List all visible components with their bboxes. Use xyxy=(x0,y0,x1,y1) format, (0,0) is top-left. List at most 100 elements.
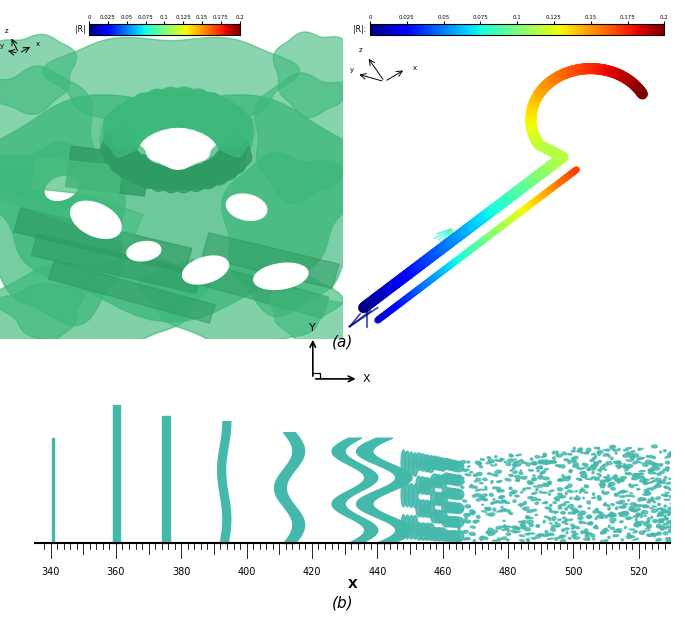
Ellipse shape xyxy=(476,479,481,481)
Ellipse shape xyxy=(610,445,616,448)
Ellipse shape xyxy=(585,534,588,538)
Ellipse shape xyxy=(551,528,556,531)
Ellipse shape xyxy=(549,504,552,507)
Ellipse shape xyxy=(603,464,608,466)
Ellipse shape xyxy=(438,458,447,471)
Ellipse shape xyxy=(552,511,558,512)
Ellipse shape xyxy=(562,504,566,506)
Ellipse shape xyxy=(664,499,670,501)
Ellipse shape xyxy=(580,479,582,480)
Ellipse shape xyxy=(532,478,535,480)
Ellipse shape xyxy=(647,517,650,521)
Ellipse shape xyxy=(442,458,451,469)
Ellipse shape xyxy=(401,450,406,474)
Ellipse shape xyxy=(662,518,668,520)
Ellipse shape xyxy=(564,478,570,480)
Ellipse shape xyxy=(445,502,456,513)
Ellipse shape xyxy=(502,509,506,511)
Ellipse shape xyxy=(552,451,555,454)
Ellipse shape xyxy=(488,533,490,534)
Ellipse shape xyxy=(503,525,506,526)
Ellipse shape xyxy=(471,526,475,528)
Ellipse shape xyxy=(556,452,558,453)
Ellipse shape xyxy=(656,478,661,481)
Ellipse shape xyxy=(486,514,492,515)
Ellipse shape xyxy=(573,447,575,450)
Ellipse shape xyxy=(669,495,674,498)
Ellipse shape xyxy=(617,467,620,468)
Ellipse shape xyxy=(645,499,646,500)
Ellipse shape xyxy=(453,503,464,514)
Ellipse shape xyxy=(527,520,533,524)
Ellipse shape xyxy=(595,525,597,528)
Ellipse shape xyxy=(488,528,493,531)
Ellipse shape xyxy=(597,474,601,475)
Ellipse shape xyxy=(538,477,544,479)
Ellipse shape xyxy=(482,537,488,539)
Ellipse shape xyxy=(571,512,575,514)
Ellipse shape xyxy=(635,509,640,511)
Ellipse shape xyxy=(545,531,548,534)
Polygon shape xyxy=(0,168,143,244)
Ellipse shape xyxy=(591,477,595,479)
Ellipse shape xyxy=(658,520,664,523)
Ellipse shape xyxy=(599,475,601,477)
Ellipse shape xyxy=(619,512,621,514)
Ellipse shape xyxy=(574,537,580,539)
Ellipse shape xyxy=(412,484,418,508)
Ellipse shape xyxy=(620,514,623,515)
Ellipse shape xyxy=(649,534,655,536)
Ellipse shape xyxy=(558,488,562,491)
Ellipse shape xyxy=(633,461,638,464)
Ellipse shape xyxy=(667,482,671,484)
Ellipse shape xyxy=(649,462,654,464)
Ellipse shape xyxy=(610,522,614,523)
Ellipse shape xyxy=(640,476,644,477)
Ellipse shape xyxy=(588,537,590,540)
Ellipse shape xyxy=(475,461,482,465)
Ellipse shape xyxy=(529,524,534,527)
Ellipse shape xyxy=(521,521,526,522)
Ellipse shape xyxy=(668,453,673,457)
Ellipse shape xyxy=(620,477,626,479)
Ellipse shape xyxy=(657,514,660,517)
Ellipse shape xyxy=(603,477,608,479)
Ellipse shape xyxy=(499,495,504,498)
Ellipse shape xyxy=(578,506,582,507)
Ellipse shape xyxy=(595,479,599,480)
Ellipse shape xyxy=(612,476,618,478)
Ellipse shape xyxy=(502,529,507,531)
Text: 480: 480 xyxy=(499,566,517,577)
Ellipse shape xyxy=(416,522,423,540)
Ellipse shape xyxy=(497,511,501,512)
Text: z: z xyxy=(358,47,362,53)
Ellipse shape xyxy=(564,528,569,530)
Ellipse shape xyxy=(576,479,582,480)
Ellipse shape xyxy=(653,519,657,522)
Ellipse shape xyxy=(495,456,497,458)
Ellipse shape xyxy=(626,448,632,449)
Ellipse shape xyxy=(573,465,579,467)
Ellipse shape xyxy=(516,527,519,530)
Ellipse shape xyxy=(667,521,670,523)
Ellipse shape xyxy=(621,491,625,493)
Ellipse shape xyxy=(583,497,584,499)
Ellipse shape xyxy=(572,526,574,529)
Ellipse shape xyxy=(487,457,490,458)
Ellipse shape xyxy=(566,531,568,534)
Ellipse shape xyxy=(575,497,580,500)
Ellipse shape xyxy=(551,525,555,528)
Ellipse shape xyxy=(479,466,483,468)
Ellipse shape xyxy=(570,497,572,499)
Ellipse shape xyxy=(549,494,551,495)
Ellipse shape xyxy=(545,516,549,518)
Ellipse shape xyxy=(462,470,467,472)
Ellipse shape xyxy=(463,520,466,522)
Ellipse shape xyxy=(580,472,586,474)
Ellipse shape xyxy=(497,538,501,541)
Ellipse shape xyxy=(461,531,465,532)
Ellipse shape xyxy=(613,477,619,480)
Ellipse shape xyxy=(438,493,447,506)
Ellipse shape xyxy=(535,535,541,538)
Ellipse shape xyxy=(569,470,572,473)
